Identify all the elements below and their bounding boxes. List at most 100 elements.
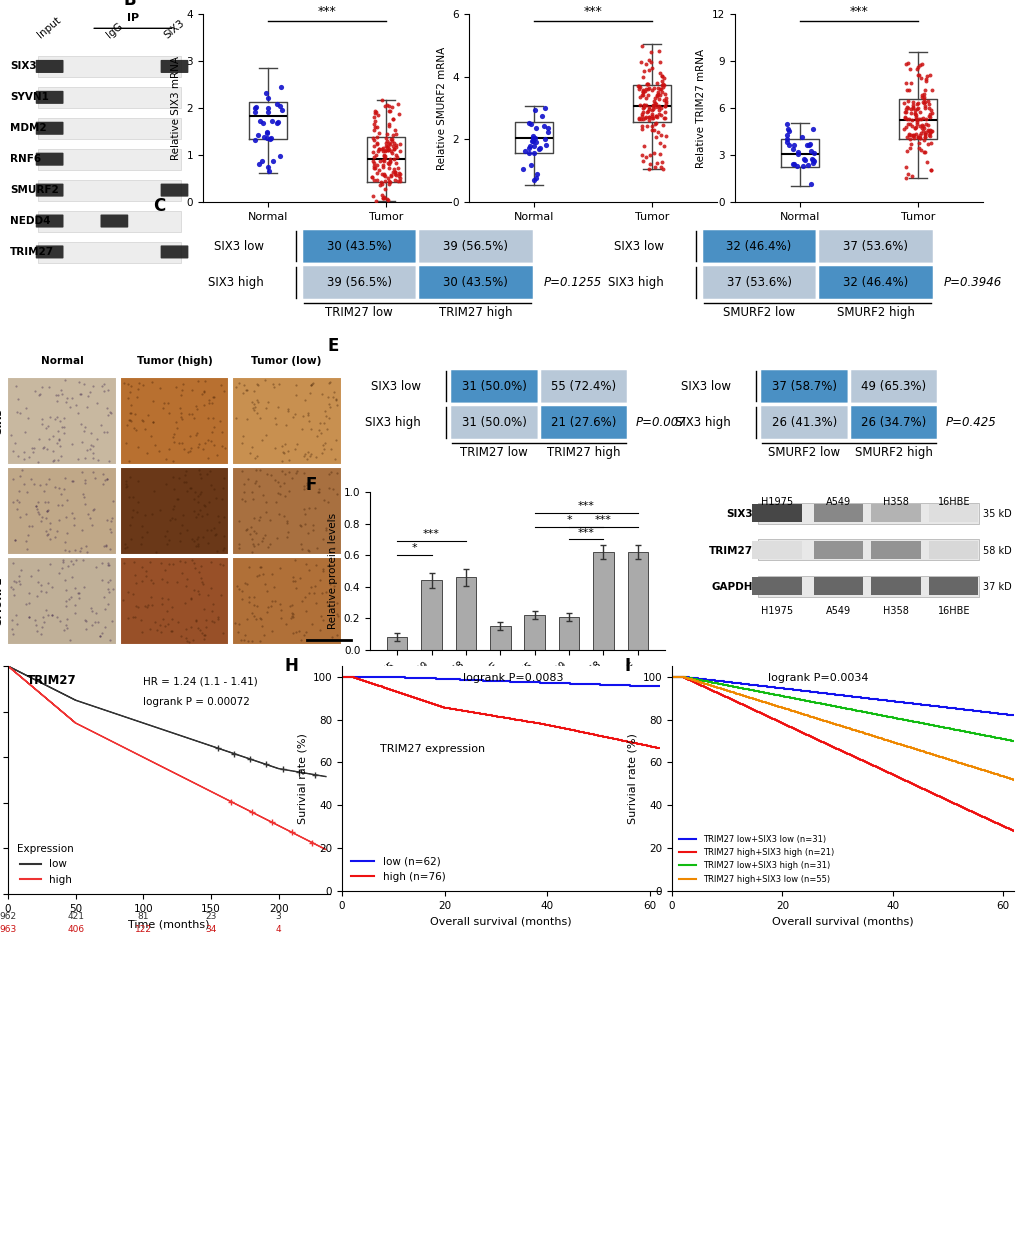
Bar [38, 180, 181, 201]
Point [164, 621, 180, 641]
Point [57, 467, 73, 487]
Point [129, 379, 146, 398]
Point [369, 170, 385, 190]
Point [248, 460, 264, 480]
Point [278, 512, 294, 531]
Point [277, 464, 293, 483]
Point [85, 436, 101, 456]
Point [650, 104, 666, 123]
Point [390, 104, 407, 123]
Point [235, 475, 252, 494]
Point [262, 534, 278, 554]
Point [195, 526, 211, 546]
Point [8, 572, 24, 592]
Point [60, 541, 76, 561]
Point [293, 539, 310, 559]
Point [391, 168, 408, 187]
Text: 962: 962 [0, 912, 16, 921]
Point [639, 101, 655, 121]
Point [923, 102, 940, 122]
Point [246, 520, 262, 540]
Text: H358: H358 [882, 497, 908, 507]
Point [916, 123, 932, 143]
Point [94, 624, 110, 644]
Point [283, 596, 300, 615]
low (n=62) [486, 673, 498, 688]
Point [74, 550, 91, 570]
Line: TRIM27 low+SIX3 high (n=31): TRIM27 low+SIX3 high (n=31) [672, 677, 1013, 741]
Text: 30 (43.5%): 30 (43.5%) [326, 240, 391, 253]
Point [216, 438, 232, 457]
Point [177, 629, 194, 649]
Point [274, 435, 290, 455]
Point [656, 102, 673, 122]
Point [59, 491, 75, 510]
Point [901, 59, 917, 79]
Point [896, 107, 912, 127]
Text: Tumor (low): Tumor (low) [252, 356, 322, 366]
Y-axis label: Relative protein levels: Relative protein levels [328, 513, 338, 629]
Point [897, 102, 913, 122]
Point [648, 153, 664, 173]
Point [117, 538, 133, 557]
Point [11, 566, 28, 586]
Point [153, 552, 169, 572]
Point [315, 610, 331, 630]
Point [53, 380, 69, 399]
Point [524, 126, 540, 145]
Point [145, 412, 161, 432]
Point [303, 444, 319, 464]
Point [196, 625, 212, 645]
Point [324, 562, 340, 582]
TRIM27 low+SIX3 low (n=31) [829, 687, 842, 702]
Point [908, 115, 924, 134]
Point [322, 397, 338, 417]
Point [155, 393, 171, 413]
Bar [301, 264, 417, 301]
Point [896, 118, 912, 138]
Point [634, 109, 650, 128]
Point [656, 85, 673, 105]
Point [246, 381, 262, 401]
Point [189, 529, 205, 549]
Point [311, 420, 327, 440]
FancyBboxPatch shape [160, 184, 189, 196]
Point [631, 79, 647, 99]
Point [247, 473, 263, 493]
Point [184, 404, 201, 424]
Point [780, 121, 796, 141]
Point [102, 630, 118, 650]
Point [920, 104, 936, 123]
Point [231, 538, 248, 557]
Text: SIX3 high: SIX3 high [365, 416, 421, 429]
Text: TRIM27 high: TRIM27 high [546, 445, 620, 459]
Point [902, 134, 918, 154]
Point [901, 80, 917, 100]
Point [646, 97, 662, 117]
Point [177, 472, 194, 492]
Bar [870, 504, 920, 522]
Point [76, 473, 93, 493]
Point [159, 522, 175, 541]
Point [656, 96, 673, 116]
Point [123, 508, 140, 528]
Point [12, 403, 29, 423]
Point [245, 490, 261, 509]
Point [630, 110, 646, 129]
Point [116, 374, 132, 393]
Point [38, 418, 54, 438]
Point [286, 439, 303, 459]
Point [165, 499, 181, 519]
Point [639, 79, 655, 99]
Point [635, 95, 651, 115]
Point [76, 449, 93, 469]
Point [82, 508, 98, 528]
Point [168, 572, 184, 592]
Point [182, 589, 199, 609]
Point [67, 395, 84, 414]
Bar [558, 616, 579, 650]
Point [384, 129, 400, 149]
Point [51, 509, 67, 529]
Point [117, 473, 133, 493]
Point [803, 149, 819, 169]
